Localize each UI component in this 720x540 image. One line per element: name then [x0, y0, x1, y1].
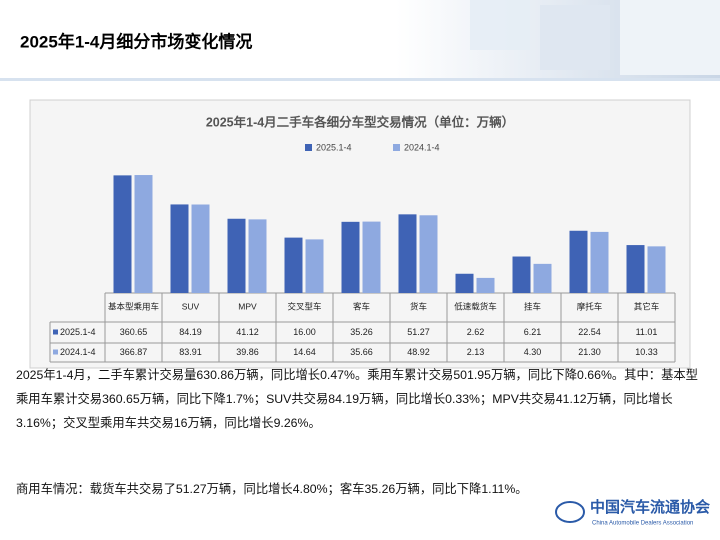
x-tick-label: 交叉型车	[287, 301, 321, 311]
table-value: 22.54	[578, 327, 601, 337]
bar	[419, 215, 438, 293]
table-value: 366.87	[120, 347, 148, 357]
table-value: 48.92	[407, 347, 430, 357]
table-value: 14.64	[293, 347, 316, 357]
bar	[362, 221, 381, 293]
table-value: 6.21	[524, 327, 542, 337]
logo-cn: 中国汽车流通协会	[590, 498, 710, 516]
table-value: 39.86	[236, 347, 259, 357]
legend-label: 2024.1-4	[404, 142, 440, 152]
bar	[590, 231, 609, 293]
bar	[191, 204, 210, 293]
table-value: 41.12	[236, 327, 259, 337]
table-value: 360.65	[120, 327, 148, 337]
table-value: 35.26	[350, 327, 373, 337]
x-tick-label: MPV	[238, 301, 257, 311]
legend-swatch	[393, 144, 400, 151]
bar	[305, 239, 324, 293]
table-value: 16.00	[293, 327, 316, 337]
bar	[170, 204, 189, 293]
row-label: 2025.1-4	[60, 327, 96, 337]
bar	[455, 273, 474, 293]
table-value: 84.19	[179, 327, 202, 337]
bar	[398, 214, 417, 293]
bar	[533, 263, 552, 293]
x-tick-label: 低速载货车	[454, 301, 497, 311]
bar	[569, 230, 588, 293]
table-value: 35.66	[350, 347, 373, 357]
x-tick-label: 货车	[410, 301, 427, 311]
bar	[647, 246, 666, 293]
legend-swatch	[53, 329, 58, 335]
table-value: 51.27	[407, 327, 430, 337]
paragraph: 2025年1-4月，二手车累计交易量630.86万辆，同比增长0.47%。乘用车…	[16, 368, 698, 430]
x-tick-label: 基本型乘用车	[108, 301, 159, 311]
logo-icon	[555, 501, 585, 523]
table-value: 4.30	[524, 347, 542, 357]
bar	[134, 175, 153, 293]
bar	[476, 277, 495, 293]
logo-en: China Automobile Dealers Association	[592, 521, 693, 527]
table-value: 2.62	[467, 327, 485, 337]
bar	[227, 218, 246, 293]
table-value: 21.30	[578, 347, 601, 357]
table-value: 83.91	[179, 347, 202, 357]
legend-swatch	[305, 144, 312, 151]
bar	[113, 175, 132, 293]
table-value: 2.13	[467, 347, 485, 357]
slide-title: 2025年1-4月细分市场变化情况	[20, 31, 252, 51]
x-tick-label: SUV	[182, 301, 200, 311]
x-tick-label: 客车	[353, 301, 370, 311]
bar	[284, 237, 303, 293]
chart-title: 2025年1-4月二手车各细分车型交易情况（单位：万辆）	[206, 114, 514, 129]
bar	[626, 245, 645, 293]
row-label: 2024.1-4	[60, 347, 96, 357]
x-tick-label: 其它车	[634, 301, 660, 311]
bar	[512, 256, 531, 293]
bar	[341, 221, 360, 293]
paragraph: 商用车情况：载货车共交易了51.27万辆，同比增长4.80%；客车35.26万辆…	[16, 482, 528, 496]
bar	[248, 219, 267, 293]
x-tick-label: 摩托车	[577, 301, 603, 311]
table-value: 11.01	[636, 327, 658, 337]
x-tick-label: 挂车	[524, 301, 541, 311]
legend-label: 2025.1-4	[316, 142, 352, 152]
legend-swatch	[53, 349, 58, 355]
table-value: 10.33	[635, 347, 658, 357]
